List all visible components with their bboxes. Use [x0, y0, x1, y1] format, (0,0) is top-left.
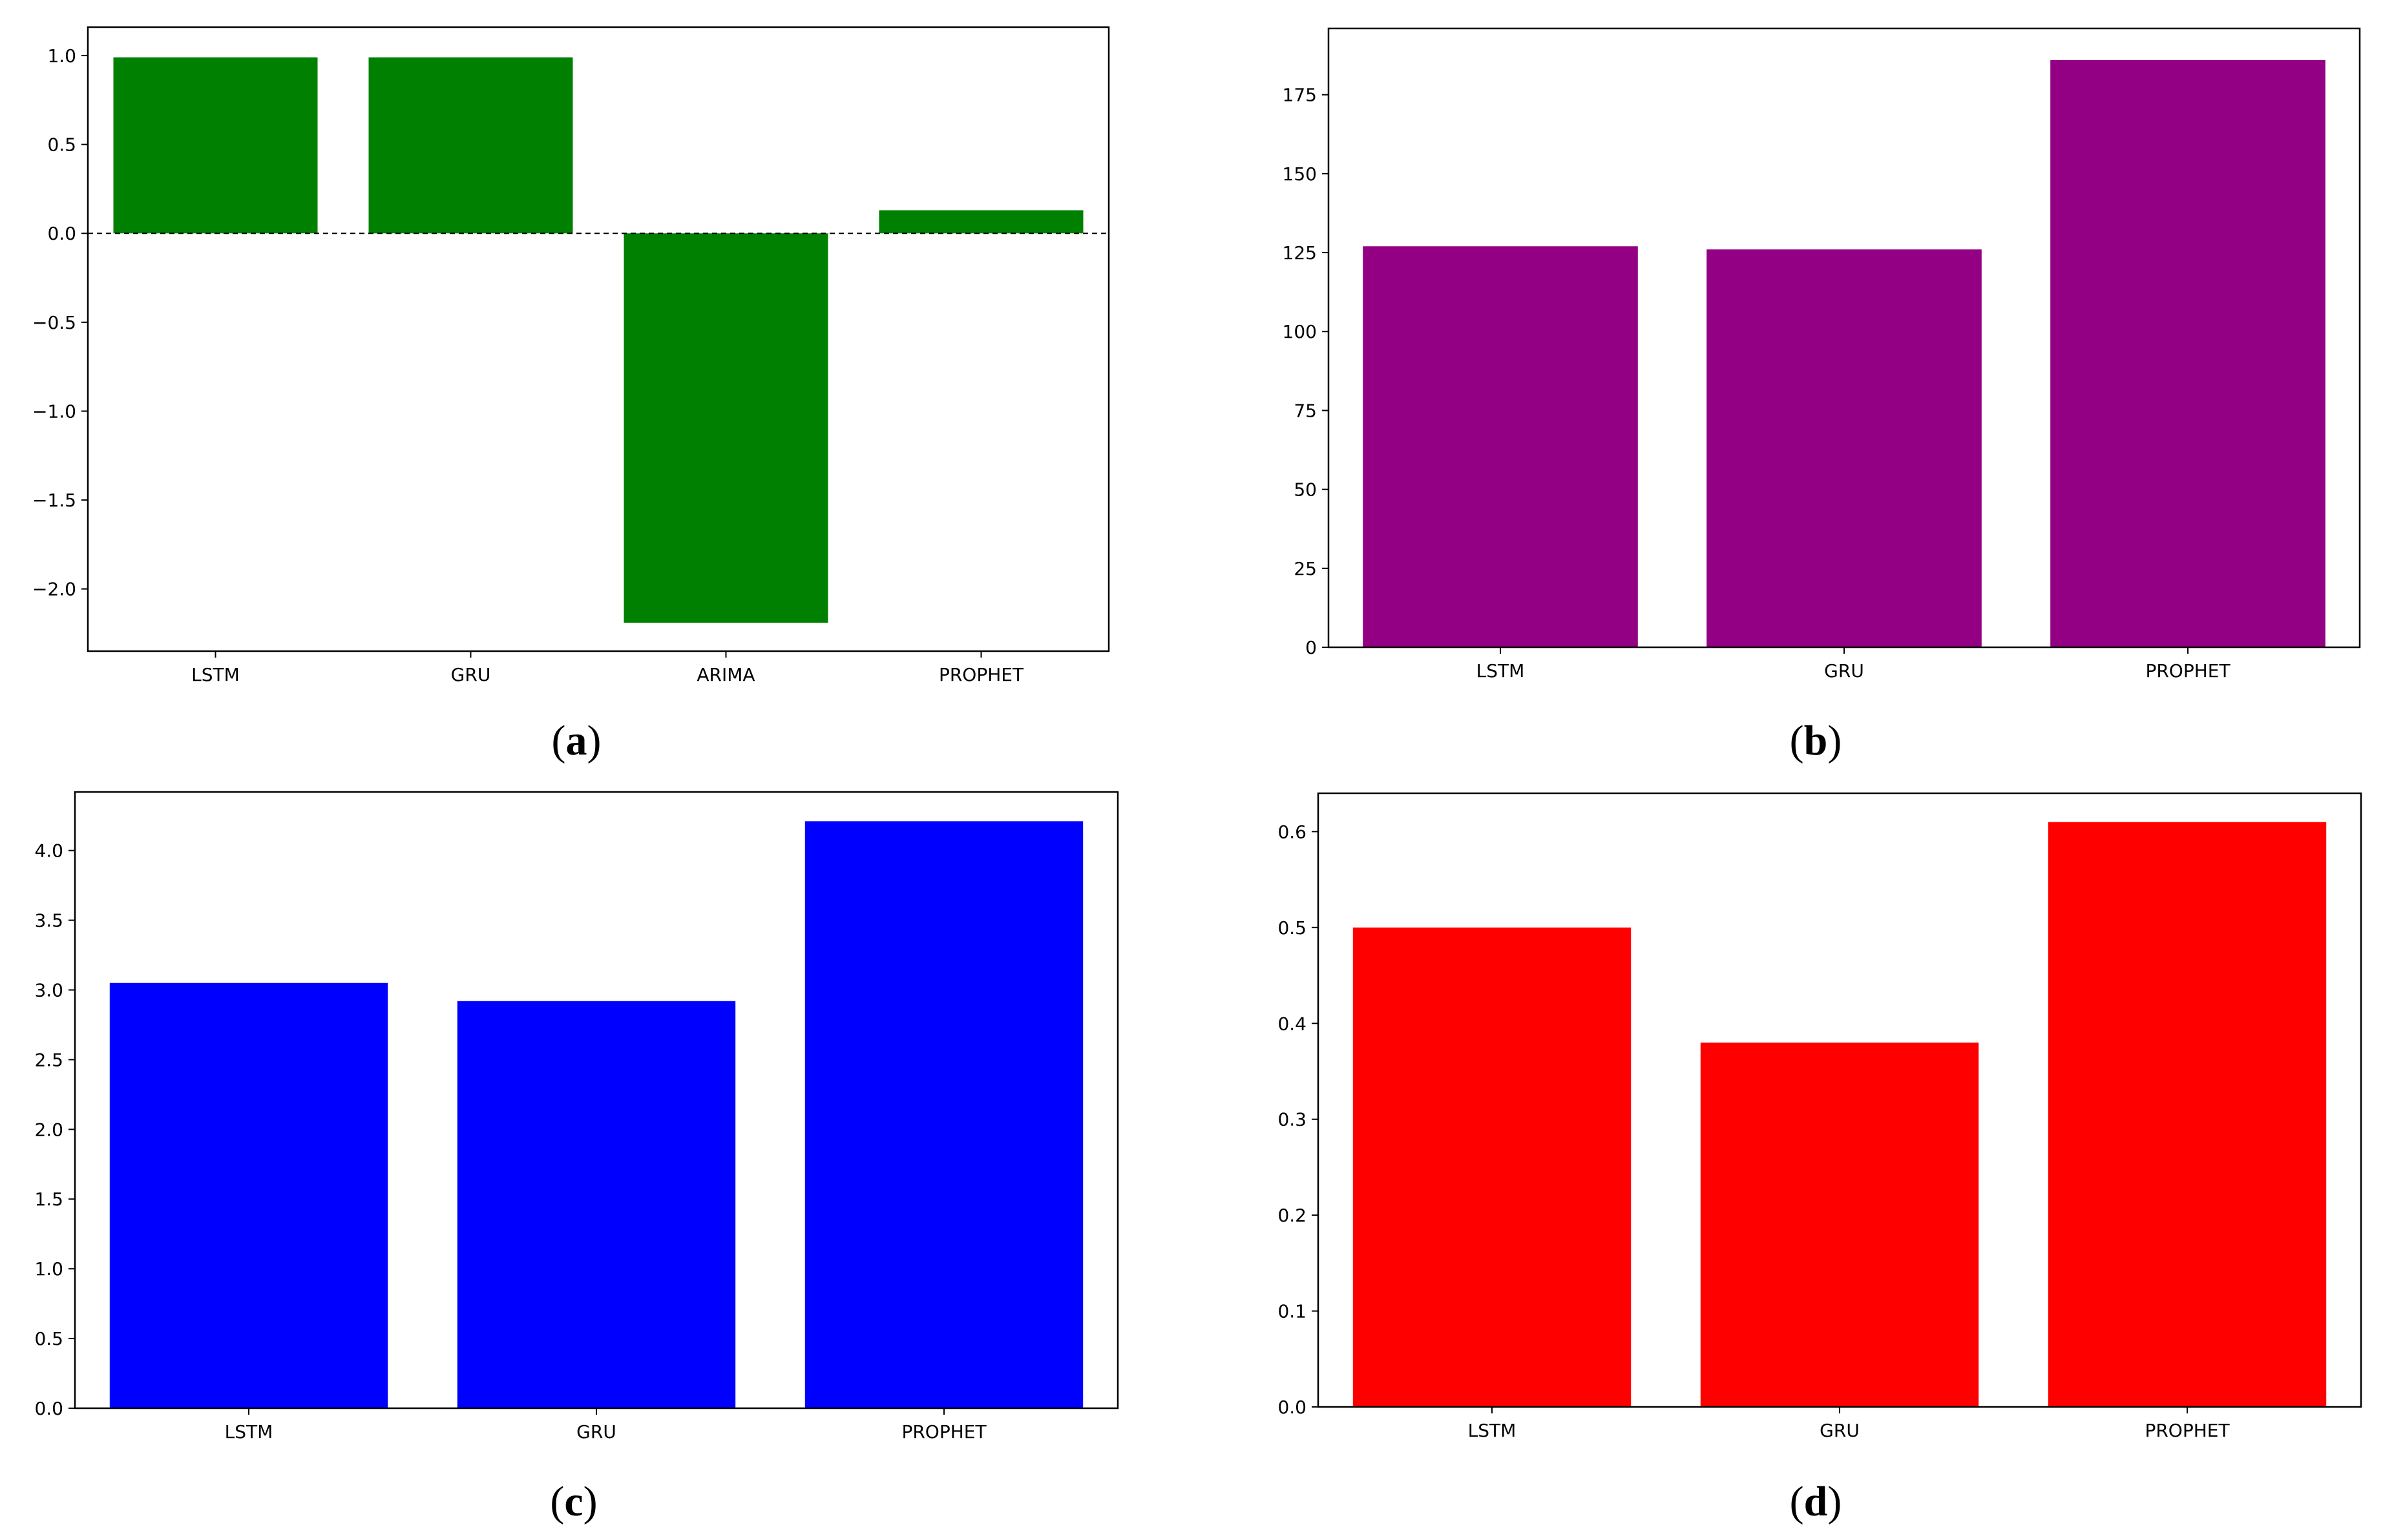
x-tick-label: LSTM: [1476, 660, 1525, 682]
y-tick-label: 175: [1283, 85, 1317, 106]
x-tick-label: PROPHET: [2145, 660, 2231, 682]
bar-gru: [457, 1001, 736, 1408]
y-tick-label: 0: [1305, 637, 1317, 658]
bar-lstm: [1352, 927, 1632, 1407]
y-tick-label: 0.6: [1277, 821, 1307, 842]
y-tick-label: 3.0: [34, 979, 63, 1001]
bar-arima: [624, 233, 828, 623]
bar-prophet: [879, 210, 1084, 234]
bar-prophet: [2050, 59, 2325, 647]
y-tick-label: 75: [1294, 400, 1317, 421]
y-tick-label: 1.5: [34, 1189, 63, 1210]
bar-lstm: [109, 983, 388, 1408]
x-tick-label: GRU: [576, 1421, 616, 1442]
bar-prophet: [804, 821, 1084, 1408]
bar-lstm: [113, 57, 318, 234]
y-tick-label: 0.1: [1277, 1301, 1307, 1322]
y-tick-label: 0.0: [34, 1398, 63, 1419]
y-tick-label: 50: [1294, 479, 1317, 501]
x-tick-label: PROPHET: [939, 664, 1024, 685]
y-tick-label: −2.0: [32, 579, 76, 600]
y-tick-label: 125: [1283, 242, 1317, 264]
panel-caption: (d): [1790, 1478, 1842, 1525]
y-tick-label: −1.0: [32, 401, 76, 422]
x-tick-label: PROPHET: [901, 1421, 987, 1442]
x-tick-label: LSTM: [1468, 1420, 1517, 1441]
y-tick-label: 3.5: [34, 910, 63, 931]
panel-c: 0.0 0.5 1.0 1.5 2.0 2.5 3.0 3.5 4.0 LSTM GRU PROPHE…: [34, 791, 1119, 1525]
panel-caption: (a): [552, 717, 602, 764]
y-tick-label: 0.4: [1277, 1013, 1307, 1034]
x-tick-label: ARIMA: [697, 664, 755, 685]
bar-gru: [368, 57, 573, 234]
x-tick-label: GRU: [1820, 1420, 1860, 1441]
y-tick-label: 0.5: [47, 134, 76, 156]
y-tick-label: 0.5: [1277, 917, 1307, 939]
x-tick-label: LSTM: [191, 664, 240, 685]
y-tick-label: 0.3: [1277, 1109, 1307, 1130]
panel-caption: (b): [1790, 717, 1842, 764]
y-tick-label: 100: [1283, 321, 1317, 342]
y-tick-label: 2.0: [34, 1119, 63, 1140]
y-tick-label: 0.2: [1277, 1205, 1307, 1226]
x-tick-label: GRU: [1824, 660, 1864, 682]
bar-gru: [1700, 1042, 1979, 1407]
x-tick-label: PROPHET: [2145, 1420, 2230, 1441]
y-tick-label: −0.5: [32, 312, 76, 333]
panel-b: 0 25 50 75 100 125 150 175 LSTM GRU PROPHET (b): [1283, 27, 2361, 764]
y-tick-label: 1.0: [47, 45, 76, 67]
panel-caption: (c): [550, 1478, 597, 1525]
y-tick-label: 0.0: [47, 223, 76, 244]
y-tick-label: 0.5: [34, 1328, 63, 1349]
y-tick-label: 0.0: [1277, 1397, 1307, 1418]
panel-a: 1.0 0.5 0.0 −0.5 −1.0 −1.5 −2.0 LSTM GRU ARIMA PRO…: [32, 26, 1110, 764]
y-tick-label: 150: [1283, 163, 1317, 185]
bar-prophet: [2048, 822, 2327, 1407]
axes-frame: [87, 26, 1110, 652]
x-tick-label: GRU: [451, 664, 491, 685]
y-tick-label: 4.0: [34, 840, 63, 862]
y-tick-label: 1.0: [34, 1258, 63, 1280]
y-tick-label: 2.5: [34, 1049, 63, 1070]
bar-lstm: [1363, 246, 1638, 647]
bar-gru: [1706, 249, 1982, 648]
x-tick-label: LSTM: [225, 1421, 273, 1442]
y-tick-label: 25: [1294, 558, 1317, 579]
y-tick-label: −1.5: [32, 490, 76, 511]
panel-d: 0.0 0.1 0.2 0.3 0.4 0.5 0.6 LSTM GRU PROPHET (d): [1277, 792, 2362, 1525]
